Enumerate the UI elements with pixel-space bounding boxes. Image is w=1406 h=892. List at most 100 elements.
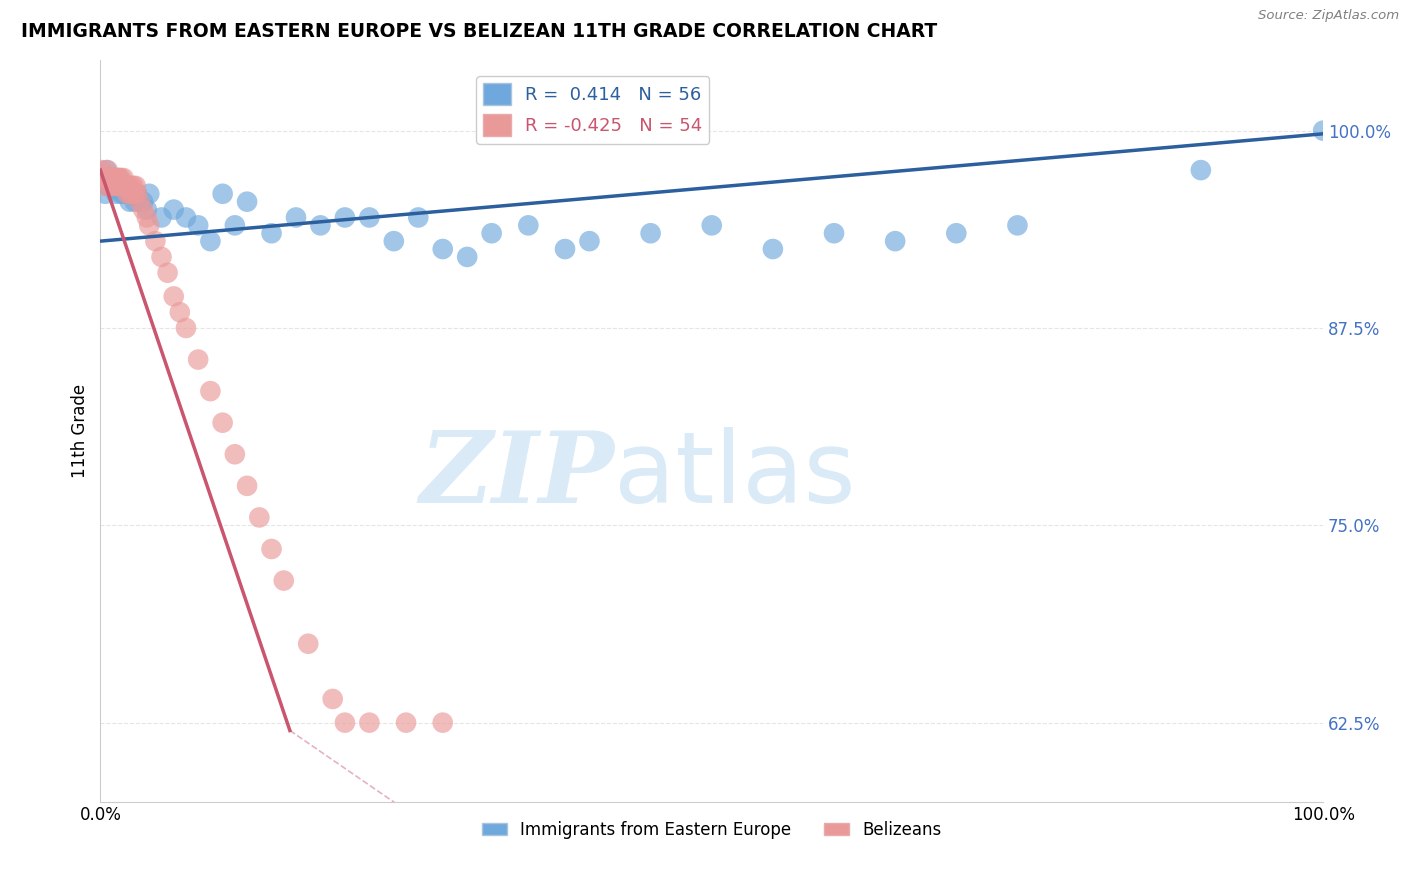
Point	[135, 202, 157, 217]
Point	[297, 637, 319, 651]
Point	[333, 715, 356, 730]
Point	[103, 171, 125, 186]
Point	[94, 186, 117, 201]
Point	[97, 171, 120, 186]
Point	[211, 416, 233, 430]
Point	[138, 186, 160, 201]
Point	[107, 171, 129, 186]
Point	[359, 211, 381, 225]
Point	[823, 226, 845, 240]
Point	[517, 219, 540, 233]
Point	[333, 211, 356, 225]
Legend: Immigrants from Eastern Europe, Belizeans: Immigrants from Eastern Europe, Belizean…	[475, 814, 949, 846]
Point	[96, 163, 118, 178]
Point	[125, 186, 148, 201]
Point	[110, 186, 132, 201]
Point	[117, 178, 139, 193]
Point	[101, 178, 124, 193]
Point	[700, 219, 723, 233]
Point	[112, 186, 135, 201]
Point	[382, 234, 405, 248]
Point	[135, 211, 157, 225]
Point	[945, 226, 967, 240]
Point	[224, 447, 246, 461]
Point	[174, 211, 197, 225]
Point	[111, 178, 134, 193]
Point	[108, 178, 131, 193]
Point	[640, 226, 662, 240]
Point	[124, 194, 146, 209]
Point	[91, 171, 114, 186]
Point	[121, 186, 143, 201]
Point	[105, 171, 128, 186]
Point	[211, 186, 233, 201]
Point	[107, 171, 129, 186]
Point	[98, 178, 121, 193]
Point	[285, 211, 308, 225]
Point	[432, 242, 454, 256]
Point	[236, 194, 259, 209]
Point	[224, 219, 246, 233]
Point	[200, 384, 222, 398]
Point	[156, 266, 179, 280]
Point	[108, 178, 131, 193]
Point	[110, 171, 132, 186]
Point	[107, 178, 129, 193]
Point	[884, 234, 907, 248]
Text: ZIP: ZIP	[419, 427, 614, 524]
Point	[90, 163, 112, 178]
Point	[128, 194, 150, 209]
Point	[100, 171, 122, 186]
Point	[406, 211, 429, 225]
Point	[114, 178, 136, 193]
Point	[432, 715, 454, 730]
Point	[125, 178, 148, 193]
Point	[236, 479, 259, 493]
Point	[1189, 163, 1212, 178]
Point	[104, 171, 127, 186]
Point	[273, 574, 295, 588]
Point	[138, 219, 160, 233]
Point	[112, 171, 135, 186]
Point	[94, 178, 117, 193]
Point	[121, 186, 143, 201]
Point	[97, 163, 120, 178]
Point	[187, 219, 209, 233]
Point	[128, 194, 150, 209]
Point	[163, 289, 186, 303]
Point	[132, 194, 155, 209]
Point	[309, 219, 332, 233]
Point	[132, 202, 155, 217]
Point	[114, 178, 136, 193]
Point	[101, 178, 124, 193]
Point	[145, 234, 167, 248]
Point	[762, 242, 785, 256]
Point	[124, 186, 146, 201]
Point	[117, 186, 139, 201]
Point	[395, 715, 418, 730]
Point	[163, 202, 186, 217]
Point	[91, 171, 114, 186]
Point	[120, 178, 142, 193]
Point	[96, 171, 118, 186]
Point	[117, 186, 139, 201]
Text: IMMIGRANTS FROM EASTERN EUROPE VS BELIZEAN 11TH GRADE CORRELATION CHART: IMMIGRANTS FROM EASTERN EUROPE VS BELIZE…	[21, 22, 938, 41]
Point	[481, 226, 503, 240]
Point	[97, 178, 120, 193]
Point	[1007, 219, 1029, 233]
Point	[169, 305, 191, 319]
Point	[107, 178, 129, 193]
Point	[174, 321, 197, 335]
Point	[100, 171, 122, 186]
Point	[247, 510, 270, 524]
Point	[122, 178, 145, 193]
Text: atlas: atlas	[614, 426, 855, 524]
Point	[118, 194, 141, 209]
Point	[187, 352, 209, 367]
Point	[1312, 123, 1334, 137]
Point	[359, 715, 381, 730]
Text: Source: ZipAtlas.com: Source: ZipAtlas.com	[1258, 9, 1399, 22]
Point	[260, 541, 283, 556]
Point	[104, 178, 127, 193]
Point	[125, 186, 148, 201]
